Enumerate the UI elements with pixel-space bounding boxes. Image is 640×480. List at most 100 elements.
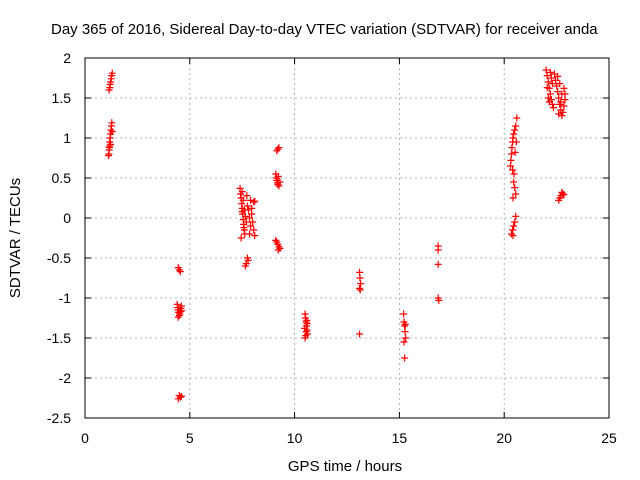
data-point: [401, 328, 409, 336]
data-point: [558, 112, 566, 120]
data-point: [543, 72, 551, 80]
data-point: [275, 243, 283, 251]
data-point: [513, 114, 521, 122]
data-point: [509, 166, 517, 174]
data-point: [251, 232, 259, 240]
data-point: [250, 226, 258, 234]
data-point: [107, 140, 115, 148]
x-tick-label: 5: [186, 430, 194, 446]
data-point: [246, 230, 254, 238]
data-point: [545, 98, 553, 106]
data-point: [276, 178, 284, 186]
data-point: [546, 90, 554, 98]
data-point: [510, 222, 518, 230]
data-point: [301, 324, 309, 332]
data-point: [560, 102, 568, 110]
data-point: [239, 196, 247, 204]
data-point: [244, 206, 252, 214]
data-point: [249, 218, 257, 226]
x-tick-label: 20: [496, 430, 512, 446]
y-tick-label: -1.5: [47, 330, 71, 346]
data-point: [544, 94, 552, 102]
data-point: [512, 190, 520, 198]
data-point: [508, 230, 516, 238]
data-point: [402, 334, 410, 342]
data-point: [272, 236, 280, 244]
data-point: [560, 191, 568, 199]
data-point: [356, 274, 364, 282]
data-point: [552, 76, 560, 84]
data-point: [247, 196, 255, 204]
data-point: [241, 262, 249, 270]
data-point: [546, 68, 554, 76]
data-point: [401, 320, 409, 328]
data-point: [507, 156, 515, 164]
data-point: [557, 98, 565, 106]
data-point: [246, 214, 254, 222]
data-point: [174, 395, 182, 403]
data-point: [554, 72, 562, 80]
y-tick-label: -2.5: [47, 410, 71, 426]
y-tick-label: 2: [63, 50, 71, 66]
data-point: [400, 310, 408, 318]
y-tick-labels: -2.5 -2 -1.5 -1 -0.5 0 0.5 1 1.5 2: [47, 50, 71, 426]
y-tick-label: -0.5: [47, 250, 71, 266]
data-point: [559, 108, 567, 116]
data-point: [274, 172, 282, 180]
data-point: [548, 80, 556, 88]
data-point: [274, 145, 282, 153]
data-point: [274, 246, 282, 254]
data-point: [275, 182, 283, 190]
data-point: [247, 222, 255, 230]
data-point: [542, 66, 550, 74]
data-point: [237, 234, 245, 242]
data-point: [108, 119, 116, 127]
data-point: [400, 338, 408, 346]
data-point: [434, 260, 442, 268]
data-point: [178, 307, 186, 315]
x-tick-label: 0: [81, 430, 89, 446]
data-point: [238, 208, 246, 216]
y-tick-label: 1.5: [52, 90, 72, 106]
data-point: [435, 296, 443, 304]
data-point: [511, 126, 519, 134]
data-point: [176, 268, 184, 276]
data-point: [107, 78, 115, 86]
data-point: [175, 266, 183, 274]
data-point: [547, 74, 555, 82]
data-point: [511, 148, 519, 156]
data-point: [511, 218, 519, 226]
data-point: [105, 144, 113, 152]
data-point: [512, 212, 520, 220]
data-point: [509, 134, 517, 142]
data-point: [238, 188, 246, 196]
x-axis-label: GPS time / hours: [288, 458, 402, 475]
data-point: [302, 332, 310, 340]
data-point: [508, 150, 516, 158]
data-points: [104, 66, 569, 403]
y-tick-label: 0.5: [52, 170, 72, 186]
data-point: [510, 178, 518, 186]
x-tick-labels: 0 5 10 15 20 25: [81, 430, 617, 446]
data-point: [401, 354, 409, 362]
y-tick-label: 0: [63, 210, 71, 226]
data-point: [554, 88, 562, 96]
x-tick-label: 25: [601, 430, 617, 446]
data-point: [510, 170, 518, 178]
data-point: [240, 224, 248, 232]
data-point: [357, 280, 365, 288]
plot-frame: [84, 57, 610, 419]
data-point: [275, 144, 283, 152]
y-tick-label: 1: [63, 130, 71, 146]
data-point: [244, 256, 252, 264]
y-tick-label: -1: [59, 290, 72, 306]
data-point: [555, 110, 563, 118]
data-point: [174, 313, 182, 321]
data-point: [555, 94, 563, 102]
data-point: [508, 144, 516, 152]
data-point: [561, 90, 569, 98]
data-point: [250, 198, 258, 206]
data-point: [556, 80, 564, 88]
